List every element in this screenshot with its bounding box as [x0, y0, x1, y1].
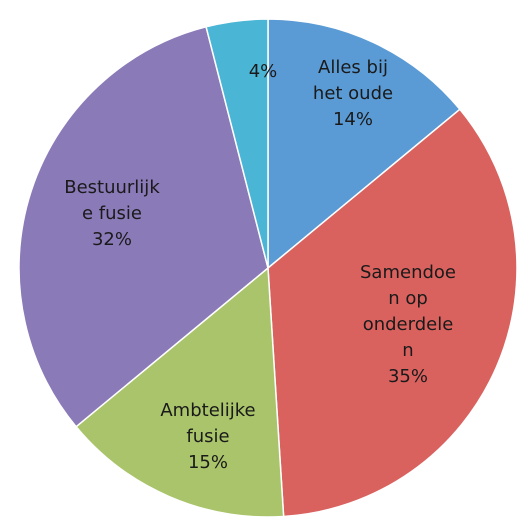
pie-slice-label-line: Ambtelijke — [160, 400, 255, 421]
pie-slice-1 — [267, 18, 461, 270]
labels-layer: Alles bij het oude 14% Samendoe n op onderdel… — [64, 57, 456, 473]
pie-slice-label-line: 35% — [388, 366, 428, 387]
pie-slice-label-line: n op — [388, 288, 428, 309]
pie-slice-2 — [267, 108, 518, 518]
pie-slice-label-4: Bestuurlijk e fusie 32% — [64, 177, 160, 250]
pie-slice-label-5: 4% — [249, 61, 278, 82]
pie-slice-label-line: n — [402, 340, 413, 361]
pie-slice-label-2: Samendoe n op onderdele n 35% — [360, 262, 456, 387]
pie-slice-label-line: e fusie — [82, 203, 142, 224]
pie-slice-label-line: 14% — [333, 109, 373, 130]
pie-slice-3 — [75, 266, 285, 518]
pie-slice-label-line: Samendoe — [360, 262, 456, 283]
pie-slice-label-line: het oude — [313, 83, 393, 104]
pie-slice-label-1: Alles bij het oude 14% — [313, 57, 393, 130]
pie-slice-label-line: Bestuurlijk — [64, 177, 160, 198]
pie-slice-label-line: 4% — [249, 61, 278, 82]
pie-slice-4 — [18, 25, 269, 428]
pie-slice-label-line: 32% — [92, 229, 132, 250]
pie-slice-label-line: fusie — [186, 426, 229, 447]
slices-layer — [18, 18, 518, 518]
pie-slice-label-line: Alles bij — [318, 57, 388, 78]
pie-slice-label-line: onderdele — [363, 314, 454, 335]
pie-slice-5 — [205, 18, 269, 269]
pie-slice-label-line: 15% — [188, 452, 228, 473]
pie-slice-label-3: Ambtelijke fusie 15% — [160, 400, 255, 473]
